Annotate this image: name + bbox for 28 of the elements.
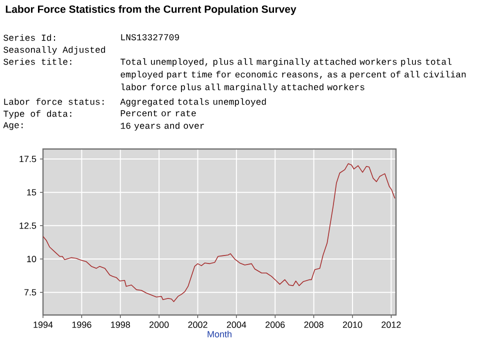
y-tick-label: 7.5	[24, 289, 36, 296]
text: Series Id:	[4, 34, 56, 41]
text: Labor force status:	[4, 98, 104, 105]
x-tick-label: 1994	[34, 322, 53, 328]
text: Series title:	[4, 58, 72, 65]
x-tick-label: 1998	[111, 322, 130, 328]
x-tick-label: 1996	[72, 322, 92, 328]
x-tick-label: 2006	[266, 322, 285, 328]
text: LNS13327709	[121, 34, 179, 40]
text: Type of data:	[4, 110, 72, 119]
text: Percent or rate	[120, 110, 196, 116]
x-axis-title: Month	[208, 330, 232, 338]
text: Aggregated totals unemployed	[120, 98, 266, 107]
y-tick-label: 17.5	[20, 156, 36, 162]
text: Seasonally Adjusted	[4, 46, 106, 55]
x-tick-label: 2002	[188, 322, 208, 328]
y-tick-label: 12.5	[20, 222, 36, 229]
x-tick-label: 2008	[304, 322, 324, 328]
y-tick-label: 10	[27, 256, 36, 262]
y-tick-label: 15	[27, 189, 36, 196]
text: Age:	[3, 122, 23, 130]
x-tick-label: 2012	[382, 322, 401, 328]
x-tick-label: 2004	[226, 322, 246, 328]
text: Total unemployed, plus all marginally attached workers plus total employed part time for economic reasons, as a percent of all civilian labor force plus all marginally attached workers	[120, 58, 466, 92]
x-tick-label: 2000	[150, 322, 169, 328]
chart-title: Labor Force Statistics from the Current Population Survey	[6, 5, 296, 15]
text: 16 years and over	[120, 122, 204, 131]
x-tick-label: 2010	[342, 322, 362, 328]
